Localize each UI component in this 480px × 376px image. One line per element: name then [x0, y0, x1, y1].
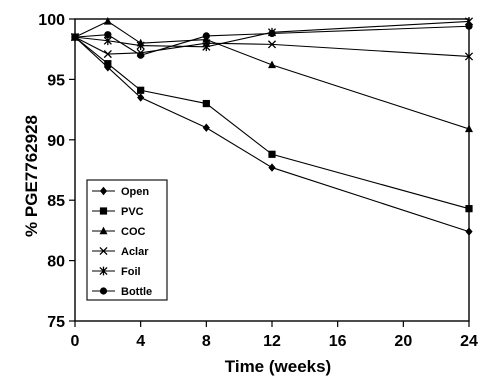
y-axis-title: % PGE7762928	[22, 115, 41, 237]
series-line-foil	[74, 20, 470, 48]
legend-label: Open	[121, 186, 149, 198]
data-point-coc	[103, 17, 112, 25]
legend-marker-coc	[99, 226, 108, 235]
y-tick-label: 75	[47, 314, 65, 331]
data-point-foil	[136, 41, 145, 50]
x-tick-label: 0	[71, 333, 80, 350]
data-point-open	[268, 163, 276, 172]
legend-label: PVC	[121, 206, 144, 218]
legend-marker-aclar	[99, 246, 108, 256]
x-tick-label: 24	[460, 333, 478, 350]
series-line-open	[74, 36, 470, 233]
legend-label: Bottle	[121, 286, 152, 298]
y-tick-label: 100	[38, 12, 65, 29]
legend-label: COC	[121, 226, 146, 238]
x-axis-title: Time (weeks)	[225, 357, 331, 376]
data-point-aclar	[103, 49, 112, 59]
data-point-aclar	[464, 52, 474, 61]
data-point-coc	[268, 60, 276, 69]
series-line-aclar	[74, 36, 470, 57]
data-point-pvc	[104, 60, 112, 68]
legend: Open PVC COC Aclar Foil Bottle	[86, 179, 168, 301]
x-tick-label: 20	[394, 333, 412, 350]
series-layer	[70, 17, 474, 236]
legend-marker-pvc	[99, 207, 108, 215]
series-bottle	[71, 22, 473, 59]
data-point-bottle	[71, 33, 79, 41]
series-open	[71, 32, 473, 236]
data-point-pvc	[202, 99, 210, 108]
data-point-bottle	[465, 22, 473, 30]
data-point-coc	[465, 124, 473, 133]
data-point-foil	[202, 42, 211, 52]
data-point-bottle	[202, 32, 210, 40]
legend-item-open: Open	[92, 186, 149, 198]
data-point-bottle	[137, 51, 145, 59]
y-tick-label: 80	[47, 254, 65, 271]
axes: 75 80 85 90 95 100 0 4 8 12 16 20 24	[38, 12, 478, 350]
legend-item-coc: COC	[92, 226, 146, 238]
legend-item-pvc: PVC	[92, 206, 144, 218]
y-tick-label: 90	[47, 133, 65, 150]
legend-item-aclar: Aclar	[92, 246, 149, 258]
series-line-bottle	[74, 25, 470, 56]
legend-label: Aclar	[121, 246, 149, 258]
data-point-open	[137, 93, 145, 102]
x-tick-label: 16	[329, 333, 347, 350]
y-tick-label: 85	[47, 193, 65, 210]
data-point-open	[202, 123, 210, 132]
y-tick-label: 95	[47, 72, 65, 89]
legend-item-bottle: Bottle	[92, 286, 152, 298]
data-point-open	[465, 227, 473, 236]
x-tick-label: 12	[263, 333, 281, 350]
legend-marker-open	[99, 186, 108, 196]
x-tick-label: 8	[202, 333, 211, 350]
series-line-coc	[74, 20, 470, 130]
legend-label: Foil	[121, 266, 141, 278]
data-point-pvc	[137, 86, 145, 94]
x-tick-label: 4	[136, 333, 145, 350]
series-line-pvc	[74, 36, 470, 210]
data-point-bottle	[104, 31, 112, 39]
data-point-pvc	[465, 205, 473, 213]
data-point-pvc	[268, 150, 276, 158]
data-point-aclar	[267, 40, 277, 49]
legend-marker-bottle	[99, 287, 108, 295]
legend-marker-foil	[99, 266, 108, 276]
legend-item-foil: Foil	[92, 266, 141, 278]
data-point-bottle	[268, 29, 276, 38]
legend-box	[86, 179, 168, 301]
